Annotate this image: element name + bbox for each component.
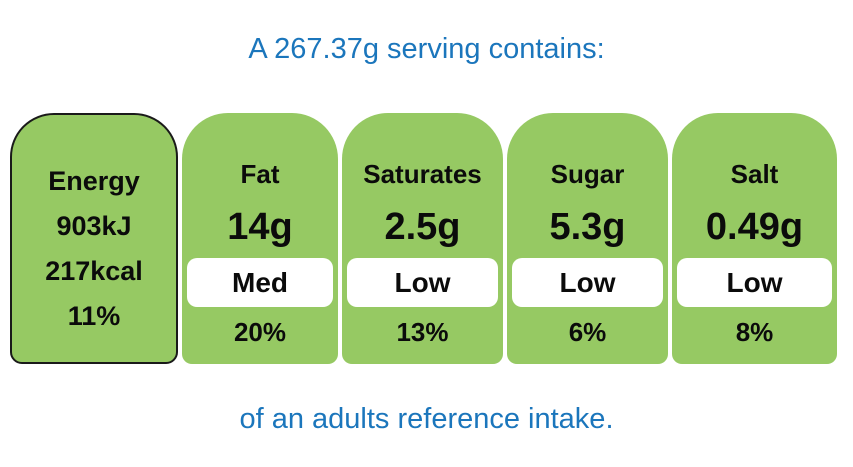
fat-label: Fat [240,159,280,189]
saturates-percent: 13% [396,317,449,347]
saturates-label: Saturates [363,159,482,189]
saturates-amount: 2.5g [384,206,461,248]
energy-panel: Energy 903kJ 217kcal 11% [10,113,178,364]
energy-label: Energy [48,166,140,196]
fat-level-badge: Med [187,258,333,307]
salt-amount: 0.49g [705,206,804,248]
sugar-percent: 6% [568,317,607,347]
fat-amount: 14g [227,206,293,248]
salt-percent: 8% [735,317,774,347]
serving-heading: A 267.37g serving contains: [248,33,605,65]
salt-level-badge: Low [677,258,832,307]
saturates-level-badge: Low [347,258,498,307]
fat-panel: Fat 14g Med 20% [182,113,338,364]
energy-percent: 11% [67,301,121,331]
fat-percent: 20% [233,317,287,347]
energy-kilocalories: 217kcal [45,256,143,286]
sugar-panel: Sugar 5.3g Low 6% [507,113,668,364]
salt-panel: Salt 0.49g Low 8% [672,113,837,364]
saturates-panel: Saturates 2.5g Low 13% [342,113,503,364]
sugar-label: Sugar [550,159,625,189]
nutrient-panels-row: Energy 903kJ 217kcal 11% Fat 14g Med 20%… [10,113,837,364]
reference-intake-note: of an adults reference intake. [239,403,614,435]
sugar-amount: 5.3g [549,206,626,248]
energy-kilojoules: 903kJ [56,211,132,241]
salt-label: Salt [730,159,779,189]
sugar-level-badge: Low [512,258,663,307]
